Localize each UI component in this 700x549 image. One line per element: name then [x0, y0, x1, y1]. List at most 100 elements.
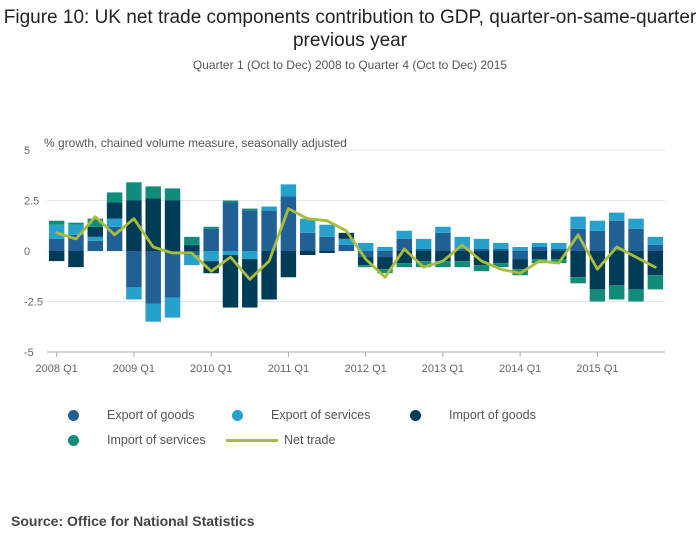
bar-segment — [299, 218, 316, 233]
bar-segment — [87, 226, 104, 237]
bar-segment — [493, 248, 509, 251]
bar-segment — [608, 212, 625, 221]
bar-segment — [87, 240, 104, 251]
bar-segment — [280, 184, 297, 197]
bar-segment — [493, 251, 509, 264]
legend-item-import-goods[interactable]: Import of goods — [410, 408, 536, 422]
bar-segment — [473, 265, 490, 272]
bar-segment — [280, 251, 297, 278]
legend-label-import-services: Import of services — [107, 433, 206, 447]
legend-swatch-import-goods — [410, 409, 421, 421]
bar-segment — [435, 261, 451, 268]
bar-segment — [222, 202, 239, 251]
bar-segment — [396, 238, 413, 251]
y-axis-label: % growth, chained volume measure, season… — [44, 136, 347, 150]
bar-segment — [68, 224, 84, 235]
bar-segment — [106, 192, 123, 203]
bar-segment — [396, 263, 413, 268]
legend-swatch-export-goods — [68, 409, 79, 421]
bar-segment — [435, 232, 451, 251]
bar-segment — [647, 251, 664, 276]
x-tick-label: 2011 Q1 — [268, 363, 309, 375]
bar-segment — [531, 246, 548, 251]
legend-item-import-services[interactable]: Import of services — [68, 433, 206, 447]
bar-segment — [164, 297, 181, 318]
bar-segment — [126, 251, 142, 288]
bar-segment — [222, 251, 239, 256]
bar-segment — [493, 263, 509, 268]
bar-segment — [319, 224, 335, 237]
bar-segment — [570, 251, 586, 278]
bar-segment — [570, 216, 586, 229]
bar-segment — [48, 220, 65, 225]
bar-segment — [106, 202, 123, 219]
bar-segment — [551, 242, 567, 249]
bar-segment — [242, 251, 258, 260]
bar-segment — [589, 289, 606, 302]
bar-segment — [145, 186, 161, 199]
bar-segment — [261, 210, 277, 251]
x-tick-label: 2015 Q1 — [576, 363, 618, 375]
bar-segment — [551, 251, 567, 260]
chart-title: Figure 10: UK net trade components contr… — [3, 7, 697, 51]
legend-item-net-trade[interactable]: Net trade — [226, 433, 335, 447]
legend-item-export-goods[interactable]: Export of goods — [68, 408, 195, 422]
bar-segment — [531, 251, 548, 260]
bar-segment — [628, 289, 644, 302]
bar-segment — [512, 246, 528, 251]
legend-item-export-services[interactable]: Export of services — [232, 408, 370, 422]
bar-segment — [531, 242, 548, 247]
bar-segment — [493, 242, 509, 249]
x-tick-label: 2008 Q1 — [36, 363, 78, 375]
net-trade-line-group — [55, 207, 657, 281]
bar-segment — [551, 248, 567, 251]
bar-segment — [164, 188, 181, 201]
bar-segment — [299, 251, 316, 256]
bar-segment — [126, 287, 142, 300]
x-tick-label: 2014 Q1 — [499, 363, 541, 375]
bar-segment — [184, 236, 200, 245]
bar-segment — [338, 238, 355, 245]
source-note: Source: Office for National Statistics — [11, 513, 255, 529]
chart-subtitle: Quarter 1 (Oct to Dec) 2008 to Quarter 4… — [192, 58, 508, 72]
bar-segment — [396, 230, 413, 239]
legend-swatch-import-services — [68, 434, 79, 446]
bar-segment — [87, 218, 104, 227]
bar-segment — [48, 238, 65, 251]
bar-segment — [319, 251, 335, 254]
bar-segment — [512, 259, 528, 270]
bar-segment — [435, 226, 451, 233]
legend-swatch-net-trade — [226, 438, 278, 442]
bar-segment — [589, 230, 606, 251]
bar-segment — [145, 251, 161, 304]
legend-label-export-goods: Export of goods — [107, 408, 195, 422]
bar-segment — [415, 251, 432, 262]
bar-segment — [203, 251, 219, 262]
bar-segment — [512, 251, 528, 260]
x-tick-label: 2013 Q1 — [422, 363, 464, 375]
bar-segment — [242, 208, 258, 211]
bar-segment — [357, 242, 374, 251]
bar-segment — [222, 200, 239, 203]
net-trade-line — [55, 207, 657, 281]
bar-segment — [48, 251, 65, 262]
y-tick-label: -2.5 — [24, 297, 43, 309]
x-tick-label: 2009 Q1 — [113, 363, 155, 375]
bar-segment — [357, 265, 374, 268]
bar-segment — [628, 218, 644, 229]
bar-segment — [261, 206, 277, 211]
bar-segment — [377, 251, 393, 258]
bar-segment — [647, 275, 664, 290]
bar-segment — [222, 255, 239, 308]
bar-segment — [415, 261, 432, 268]
legend-label-import-goods: Import of goods — [449, 408, 536, 422]
bar-segment — [454, 261, 470, 268]
bar-segment — [647, 244, 664, 251]
bar-segment — [454, 251, 470, 262]
chart-legend: Export of goods Export of services Impor… — [66, 405, 666, 455]
bar-segment — [338, 232, 355, 239]
bar-segment — [473, 248, 490, 251]
bar-segment — [203, 228, 219, 251]
